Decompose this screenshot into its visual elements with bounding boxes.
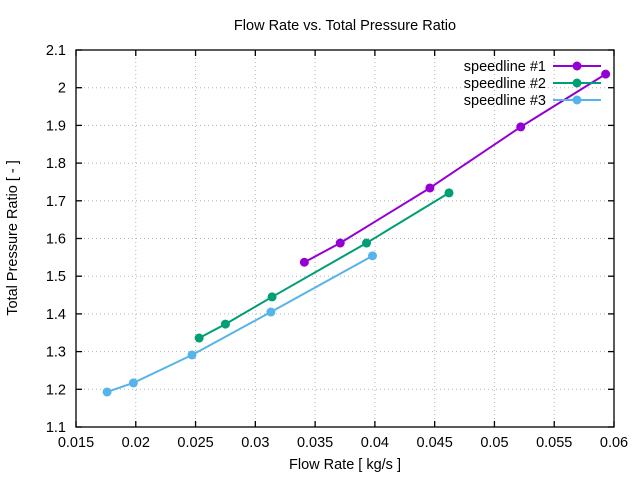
x-tick-label: 0.035 xyxy=(297,435,333,451)
data-point-marker xyxy=(425,183,435,193)
x-tick-label: 0.03 xyxy=(241,435,269,451)
legend-entry: speedline #1 xyxy=(464,59,601,75)
data-point-marker xyxy=(444,188,454,198)
data-point-marker xyxy=(266,307,276,317)
series-speedline-3 xyxy=(102,251,377,397)
x-tick-label: 0.045 xyxy=(417,435,453,451)
data-point-marker xyxy=(367,251,377,261)
y-tick-label: 1.5 xyxy=(46,269,66,285)
legend-label: speedline #3 xyxy=(464,93,546,109)
grid-layer xyxy=(76,50,614,427)
x-tick-label: 0.06 xyxy=(600,435,628,451)
x-tick-label: 0.015 xyxy=(58,435,94,451)
data-point-marker xyxy=(335,238,345,248)
x-tick-label: 0.055 xyxy=(536,435,572,451)
data-point-marker xyxy=(601,69,611,79)
data-point-marker xyxy=(187,350,197,360)
series-speedline-1 xyxy=(299,69,611,267)
data-point-marker xyxy=(220,319,230,329)
chart-title: Flow Rate vs. Total Pressure Ratio xyxy=(234,18,456,34)
x-tick-label: 0.04 xyxy=(361,435,389,451)
legend-sample-marker xyxy=(572,61,582,71)
series-layer xyxy=(102,69,611,397)
series-line xyxy=(198,191,451,340)
legend-entry: speedline #2 xyxy=(464,76,601,92)
data-point-marker xyxy=(516,122,526,132)
y-tick-label: 2 xyxy=(58,81,66,97)
y-tick-label: 1.3 xyxy=(46,345,66,361)
legend-entry: speedline #3 xyxy=(464,93,601,109)
y-tick-label: 1.7 xyxy=(46,194,66,210)
x-axis-label: Flow Rate [ kg/s ] xyxy=(289,457,401,473)
y-tick-label: 1.9 xyxy=(46,118,66,134)
y-axis-label: Total Pressure Ratio [ - ] xyxy=(5,160,21,316)
series-speedline-2 xyxy=(194,188,454,343)
legend-label: speedline #1 xyxy=(464,59,546,75)
legend-sample-marker xyxy=(572,78,582,88)
data-point-marker xyxy=(299,257,309,267)
data-point-marker xyxy=(194,333,204,343)
y-tick-label: 1.2 xyxy=(46,382,66,398)
y-tick-label: 1.8 xyxy=(46,156,66,172)
data-point-marker xyxy=(102,387,112,397)
legend-sample-marker xyxy=(572,95,582,105)
x-tick-label: 0.025 xyxy=(177,435,213,451)
y-tick-label: 2.1 xyxy=(46,43,66,59)
data-point-marker xyxy=(267,292,277,302)
y-tick-label: 1.6 xyxy=(46,232,66,248)
y-tick-label: 1.4 xyxy=(46,307,66,323)
data-point-marker xyxy=(362,238,372,248)
x-tick-label: 0.02 xyxy=(122,435,150,451)
axis-layer: 0.015 0.02 0.025 0.03 0.035 0.04 0.045 0.05 0.05… xyxy=(46,43,628,451)
legend-label: speedline #2 xyxy=(464,76,546,92)
data-point-marker xyxy=(128,378,138,388)
y-tick-label: 1.1 xyxy=(46,420,66,436)
x-tick-label: 0.05 xyxy=(480,435,508,451)
series-line xyxy=(303,73,607,264)
